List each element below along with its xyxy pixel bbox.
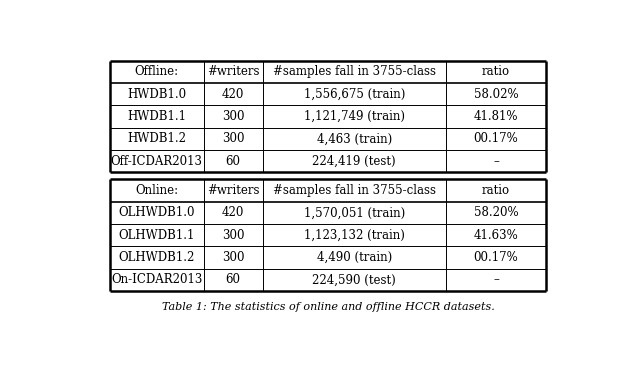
Text: 224,590 (test): 224,590 (test) xyxy=(312,273,396,287)
Text: 420: 420 xyxy=(222,207,244,219)
Text: Off-ICDAR2013: Off-ICDAR2013 xyxy=(111,155,203,168)
Text: OLHWDB1.2: OLHWDB1.2 xyxy=(118,251,195,264)
Text: 224,419 (test): 224,419 (test) xyxy=(312,155,396,168)
Text: Offline:: Offline: xyxy=(134,65,179,78)
Text: 300: 300 xyxy=(222,229,244,242)
Text: #samples fall in 3755-class: #samples fall in 3755-class xyxy=(273,65,436,78)
Text: 41.81%: 41.81% xyxy=(474,110,518,123)
Text: 300: 300 xyxy=(222,251,244,264)
Text: #writers: #writers xyxy=(207,184,259,197)
Text: On-ICDAR2013: On-ICDAR2013 xyxy=(111,273,202,287)
Text: 300: 300 xyxy=(222,132,244,145)
Text: HWDB1.2: HWDB1.2 xyxy=(127,132,186,145)
Text: 41.63%: 41.63% xyxy=(474,229,518,242)
Text: OLHWDB1.1: OLHWDB1.1 xyxy=(118,229,195,242)
Text: HWDB1.0: HWDB1.0 xyxy=(127,88,186,101)
Text: 4,463 (train): 4,463 (train) xyxy=(317,132,392,145)
Text: 420: 420 xyxy=(222,88,244,101)
Text: 1,556,675 (train): 1,556,675 (train) xyxy=(303,88,405,101)
Text: Online:: Online: xyxy=(135,184,179,197)
Text: HWDB1.1: HWDB1.1 xyxy=(127,110,186,123)
Text: 58.20%: 58.20% xyxy=(474,207,518,219)
Text: 300: 300 xyxy=(222,110,244,123)
Text: ratio: ratio xyxy=(482,65,510,78)
Text: 60: 60 xyxy=(225,273,241,287)
Text: –: – xyxy=(493,155,499,168)
Text: OLHWDB1.0: OLHWDB1.0 xyxy=(118,207,195,219)
Text: ratio: ratio xyxy=(482,184,510,197)
Text: 1,570,051 (train): 1,570,051 (train) xyxy=(303,207,405,219)
Text: 1,123,132 (train): 1,123,132 (train) xyxy=(304,229,404,242)
Text: 1,121,749 (train): 1,121,749 (train) xyxy=(304,110,404,123)
Text: –: – xyxy=(493,273,499,287)
Text: #writers: #writers xyxy=(207,65,259,78)
Text: #samples fall in 3755-class: #samples fall in 3755-class xyxy=(273,184,436,197)
Text: 60: 60 xyxy=(225,155,241,168)
Text: 00.17%: 00.17% xyxy=(474,132,518,145)
Text: 00.17%: 00.17% xyxy=(474,251,518,264)
Text: 58.02%: 58.02% xyxy=(474,88,518,101)
Text: 4,490 (train): 4,490 (train) xyxy=(317,251,392,264)
Text: Table 1: The statistics of online and offline HCCR datasets.: Table 1: The statistics of online and of… xyxy=(162,302,494,312)
